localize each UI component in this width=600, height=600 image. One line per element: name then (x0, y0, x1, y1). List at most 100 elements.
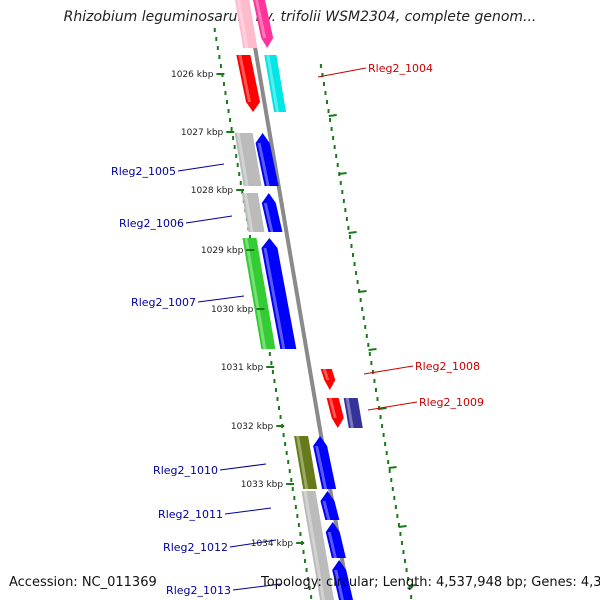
gene-label[interactable]: Rleg2_1011 (158, 508, 223, 521)
scale-dot (288, 469, 291, 473)
scale-dot (408, 586, 411, 590)
scale-dot (356, 280, 359, 284)
scale-dot (287, 460, 290, 464)
gene-label[interactable]: Rleg2_1006 (119, 217, 184, 230)
gene-arrow[interactable] (241, 193, 265, 232)
scale-dot (396, 514, 399, 518)
scale-dot (322, 82, 325, 86)
tick-label: 1027 kbp (181, 128, 224, 138)
scale-dot (329, 118, 332, 122)
label-leader-line (367, 401, 418, 411)
tick-mark (368, 348, 377, 351)
scale-dot (239, 181, 242, 185)
gene-label[interactable]: Rleg2_1009 (419, 396, 484, 409)
gene-highlight (303, 491, 325, 600)
scale-dot (219, 64, 222, 68)
scale-dot (345, 217, 348, 221)
gene-highlight (263, 248, 286, 349)
scale-dot (397, 523, 400, 527)
gene-highlight (257, 143, 270, 186)
scale-dot (296, 514, 299, 518)
tick-mark (328, 114, 337, 117)
gene-label[interactable]: Rleg2_1007 (131, 296, 196, 309)
gene-arrow[interactable] (313, 436, 337, 489)
scale-dot (362, 316, 365, 320)
gene-arrow[interactable] (253, 0, 274, 48)
gene-highlight (255, 0, 267, 38)
scale-dot (350, 244, 353, 248)
gene-highlight (238, 55, 252, 102)
gene-label[interactable]: Rleg2_1013 (166, 584, 231, 597)
gene-highlight (236, 133, 249, 186)
scale-dot (381, 424, 384, 428)
gene-label[interactable]: Rleg2_1004 (368, 62, 433, 75)
gene-arrow[interactable] (236, 55, 261, 112)
gene-arrow[interactable] (301, 491, 334, 600)
scale-dot (379, 415, 382, 419)
scale-dot (336, 163, 339, 167)
scale-dot (404, 559, 407, 563)
gene-arrow[interactable] (242, 238, 276, 349)
scale-dot (390, 478, 393, 482)
scale-dot (400, 541, 403, 545)
gene-arrow[interactable] (234, 133, 262, 186)
scale-dot (299, 532, 302, 536)
scale-dot (384, 442, 387, 446)
label-leader-line (363, 365, 414, 375)
label-leader-line (317, 67, 367, 78)
tick-label: 1033 kbp (241, 480, 284, 490)
scale-dot (405, 568, 408, 572)
scale-dot (399, 532, 402, 536)
tick-label: 1034 kbp (251, 539, 294, 549)
scale-dot (341, 190, 344, 194)
scale-dot (339, 181, 342, 185)
gene-arrow[interactable] (264, 55, 287, 112)
scale-dot (224, 91, 227, 95)
gene-arrow[interactable] (235, 0, 258, 48)
gene-highlight (243, 193, 254, 232)
scale-dot (370, 361, 373, 365)
gene-labels: Rleg2_1004 Rleg2_1005 Rleg2_1006 Rleg2_1007… (111, 62, 484, 597)
gene-arrow[interactable] (294, 436, 318, 489)
scale-dot (359, 298, 362, 302)
scale-dot (376, 397, 379, 401)
gene-label[interactable]: Rleg2_1010 (153, 464, 218, 477)
gene-arrow[interactable] (255, 133, 279, 186)
gene-highlight (327, 532, 337, 558)
gene-arrow[interactable] (261, 193, 283, 232)
gene-highlight (328, 398, 337, 418)
gene-label[interactable]: Rleg2_1005 (111, 165, 176, 178)
scale-dot (273, 379, 276, 383)
scale-dot (394, 505, 397, 509)
scale-dot (388, 469, 391, 473)
map-title: Rhizobium leguminosarum bv. trifolii WSM… (63, 9, 537, 25)
gene-arrow[interactable] (326, 398, 344, 428)
scale-dot (235, 154, 238, 158)
gene-arrow[interactable] (343, 398, 363, 428)
gene-highlight (334, 570, 344, 600)
scale-dot (391, 487, 394, 491)
scale-dot (410, 595, 413, 599)
scale-dot (382, 433, 385, 437)
gene-highlight (296, 436, 309, 489)
gene-label[interactable]: Rleg2_1012 (163, 541, 228, 554)
gene-arrow[interactable] (325, 522, 346, 558)
tick-label: 1031 kbp (221, 363, 264, 373)
scale-dot (291, 487, 294, 491)
tick-label: 1030 kbp (211, 305, 254, 315)
scale-dot (407, 577, 410, 581)
scale-dot (305, 568, 308, 572)
scale-dot (352, 253, 355, 257)
scale-dot (279, 415, 282, 419)
label-leader-line (229, 539, 277, 548)
gene-arrow[interactable] (320, 491, 340, 520)
gene-highlight (315, 446, 328, 489)
scale-dot (290, 478, 293, 482)
scale-dot (361, 307, 364, 311)
gene-arrow[interactable] (261, 238, 297, 349)
scale-dot (282, 433, 285, 437)
gene-label[interactable]: Rleg2_1008 (415, 360, 480, 373)
scale-dot (218, 55, 221, 59)
gene-arrow[interactable] (332, 560, 353, 600)
gene-arrow[interactable] (320, 369, 336, 390)
